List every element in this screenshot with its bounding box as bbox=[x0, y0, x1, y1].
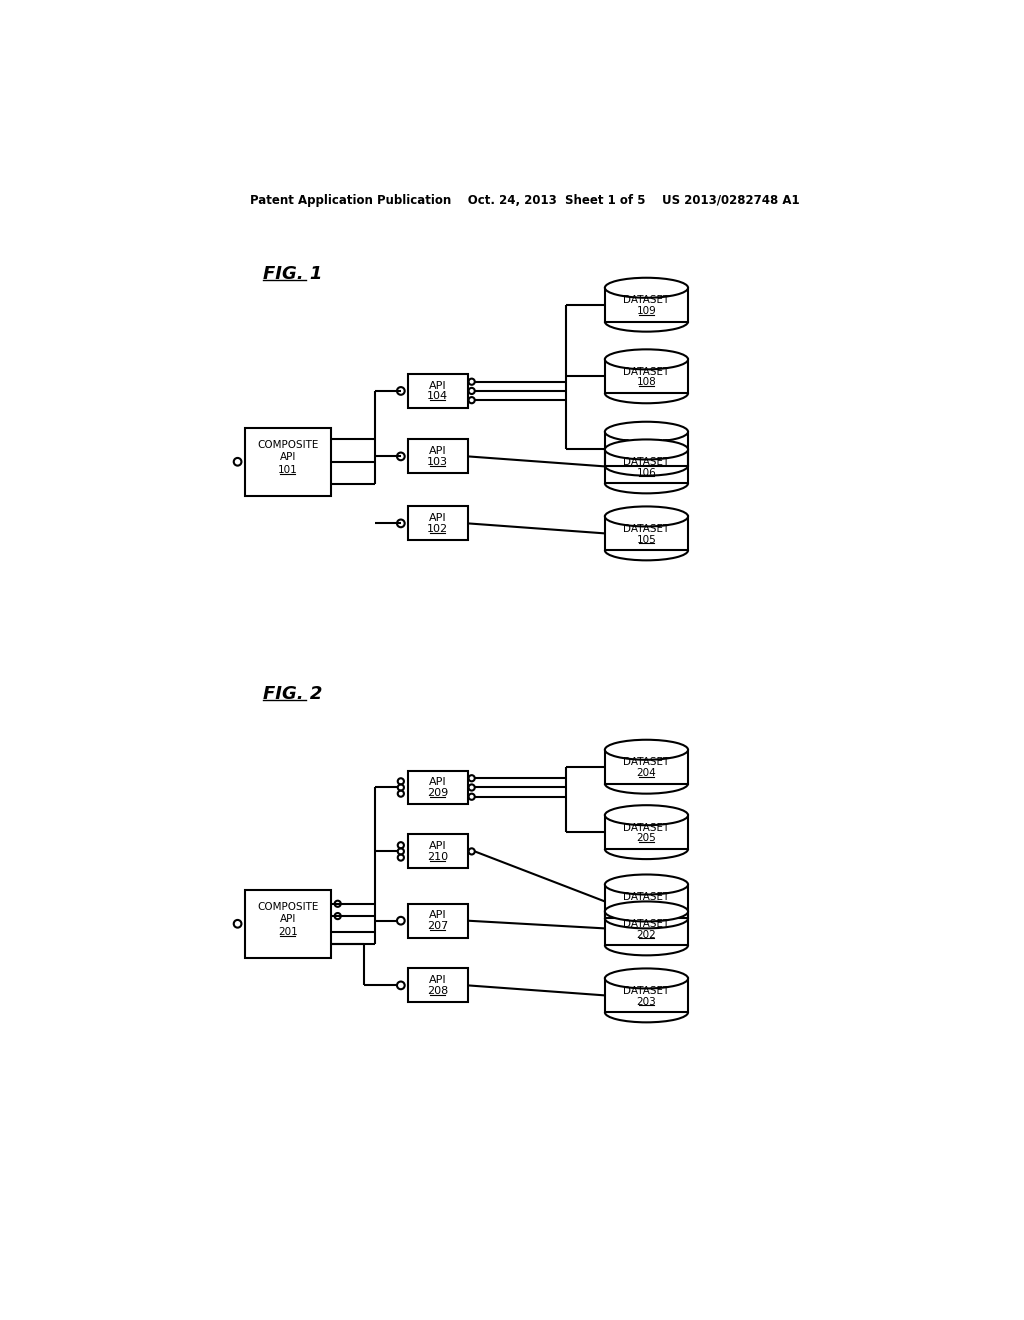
Text: DATASET: DATASET bbox=[624, 440, 670, 449]
Text: FIG. 2: FIG. 2 bbox=[263, 685, 323, 702]
Text: API: API bbox=[429, 841, 446, 851]
Ellipse shape bbox=[605, 507, 688, 527]
Text: DATASET: DATASET bbox=[624, 986, 670, 995]
Text: 204: 204 bbox=[637, 768, 656, 777]
Text: 109: 109 bbox=[637, 306, 656, 315]
Bar bbox=[408, 771, 468, 804]
Text: 206: 206 bbox=[637, 903, 656, 912]
Bar bbox=[408, 440, 468, 474]
Text: 210: 210 bbox=[427, 851, 449, 862]
Bar bbox=[408, 374, 468, 408]
Text: 202: 202 bbox=[637, 929, 656, 940]
Text: Patent Application Publication    Oct. 24, 2013  Sheet 1 of 5    US 2013/0282748: Patent Application Publication Oct. 24, … bbox=[250, 194, 800, 207]
Text: 205: 205 bbox=[637, 833, 656, 843]
Ellipse shape bbox=[605, 350, 688, 370]
Ellipse shape bbox=[605, 875, 688, 895]
Bar bbox=[245, 890, 331, 958]
Text: API: API bbox=[280, 453, 296, 462]
Ellipse shape bbox=[605, 969, 688, 989]
Text: 207: 207 bbox=[427, 921, 449, 931]
Bar bbox=[605, 432, 688, 466]
Bar bbox=[245, 428, 331, 496]
Bar bbox=[605, 359, 688, 393]
Ellipse shape bbox=[605, 739, 688, 760]
Bar bbox=[605, 816, 688, 849]
Bar bbox=[605, 450, 688, 483]
Text: 201: 201 bbox=[278, 927, 298, 937]
Bar bbox=[408, 507, 468, 540]
Text: 107: 107 bbox=[637, 450, 656, 459]
Bar bbox=[605, 911, 688, 945]
Text: DATASET: DATASET bbox=[624, 296, 670, 305]
Text: DATASET: DATASET bbox=[624, 524, 670, 533]
Text: 101: 101 bbox=[278, 465, 298, 475]
Bar bbox=[605, 978, 688, 1012]
Ellipse shape bbox=[605, 440, 688, 459]
Text: DATASET: DATASET bbox=[624, 457, 670, 467]
Text: API: API bbox=[429, 380, 446, 391]
Text: API: API bbox=[429, 911, 446, 920]
Text: API: API bbox=[429, 513, 446, 523]
Ellipse shape bbox=[605, 805, 688, 825]
Ellipse shape bbox=[605, 422, 688, 442]
Text: DATASET: DATASET bbox=[624, 822, 670, 833]
Text: COMPOSITE: COMPOSITE bbox=[257, 440, 318, 450]
Text: 105: 105 bbox=[637, 535, 656, 545]
Text: 108: 108 bbox=[637, 378, 656, 388]
Text: 103: 103 bbox=[427, 457, 449, 467]
Text: API: API bbox=[280, 915, 296, 924]
Bar bbox=[605, 516, 688, 550]
Text: DATASET: DATASET bbox=[624, 367, 670, 376]
Text: DATASET: DATASET bbox=[624, 758, 670, 767]
Text: API: API bbox=[429, 777, 446, 787]
Bar bbox=[408, 834, 468, 869]
Text: DATASET: DATASET bbox=[624, 892, 670, 902]
Text: 106: 106 bbox=[637, 467, 656, 478]
Bar bbox=[408, 969, 468, 1002]
Bar bbox=[605, 288, 688, 322]
Text: API: API bbox=[429, 975, 446, 985]
Ellipse shape bbox=[605, 277, 688, 298]
Text: COMPOSITE: COMPOSITE bbox=[257, 902, 318, 912]
Bar bbox=[605, 884, 688, 919]
Bar bbox=[605, 750, 688, 784]
Text: API: API bbox=[429, 446, 446, 455]
Text: FIG. 1: FIG. 1 bbox=[263, 265, 323, 282]
Text: 203: 203 bbox=[637, 997, 656, 1007]
Text: 209: 209 bbox=[427, 788, 449, 797]
Ellipse shape bbox=[605, 902, 688, 921]
Bar bbox=[408, 904, 468, 937]
Text: DATASET: DATASET bbox=[624, 919, 670, 929]
Text: 102: 102 bbox=[427, 524, 449, 533]
Text: 104: 104 bbox=[427, 391, 449, 401]
Text: 208: 208 bbox=[427, 986, 449, 995]
